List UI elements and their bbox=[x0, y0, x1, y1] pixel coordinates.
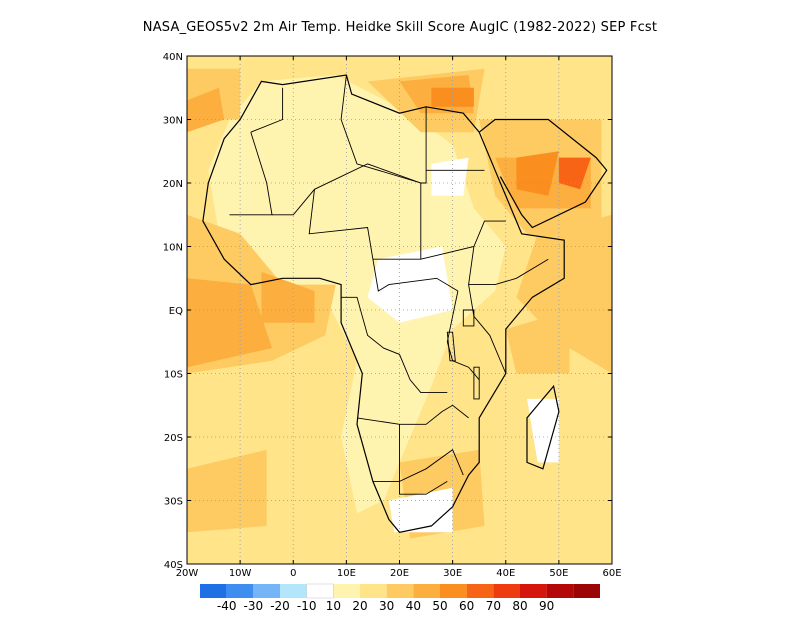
skill-region-0 bbox=[367, 246, 453, 323]
lake-outline bbox=[473, 366, 480, 400]
colorbar-label: 90 bbox=[539, 599, 554, 613]
map-title: NASA_GEOS5v2 2m Air Temp. Heidke Skill S… bbox=[142, 20, 658, 35]
country-border bbox=[468, 246, 549, 286]
colorbar-label: 70 bbox=[486, 599, 501, 613]
skill-region-50 bbox=[516, 151, 559, 196]
colorbar: -40 -30 -20 -10 10 20 30 40 50 60 70 80 90 bbox=[200, 583, 600, 613]
coastlines-and-borders bbox=[202, 74, 608, 533]
colorbar-label: -40 bbox=[217, 599, 237, 613]
colorbar-label: 60 bbox=[459, 599, 474, 613]
skill-region-50 bbox=[431, 87, 474, 107]
colorbar-swatch bbox=[466, 584, 494, 598]
colorbar-swatch bbox=[253, 584, 280, 598]
colorbar-white-swatch-outline bbox=[306, 583, 334, 599]
country-border bbox=[468, 284, 507, 374]
lon-tick-label: 20W bbox=[176, 568, 199, 579]
colorbar-label: -10 bbox=[297, 599, 317, 613]
colorbar-label: 10 bbox=[326, 599, 341, 613]
lat-tick-label: 10N bbox=[163, 243, 183, 254]
skill-region-0 bbox=[527, 398, 559, 463]
country-border bbox=[420, 106, 427, 260]
country-border bbox=[446, 290, 480, 381]
colorbar-swatch bbox=[546, 584, 574, 598]
lon-tick-label: 30E bbox=[443, 568, 462, 579]
colorbar-swatch bbox=[493, 584, 520, 598]
country-border bbox=[341, 296, 448, 394]
country-border bbox=[356, 404, 469, 425]
colorbar-swatch bbox=[360, 584, 387, 598]
skill-region-40 bbox=[187, 87, 225, 133]
lon-tick-label: 60E bbox=[602, 568, 621, 579]
lat-tick-label: 20N bbox=[163, 179, 183, 190]
skill-region-30 bbox=[505, 310, 570, 374]
lat-tick-label: 30N bbox=[163, 116, 183, 127]
lat-tick-label: 20S bbox=[164, 433, 183, 444]
country-border bbox=[250, 87, 284, 133]
lon-tick-label: 40E bbox=[496, 568, 515, 579]
arabia-coastline bbox=[478, 118, 608, 229]
lat-tick-label: 40S bbox=[164, 560, 183, 571]
colorbar-swatch bbox=[200, 584, 227, 598]
colorbar-swatch bbox=[226, 584, 254, 598]
lat-tick-label: EQ bbox=[169, 306, 183, 317]
colorbar-swatch bbox=[306, 584, 334, 598]
country-border bbox=[372, 259, 459, 292]
lon-tick-label: 10W bbox=[229, 568, 252, 579]
lon-tick-label: 50E bbox=[549, 568, 568, 579]
colorbar-label: 50 bbox=[432, 599, 447, 613]
colorbar-swatch bbox=[520, 584, 547, 598]
country-border bbox=[340, 74, 421, 184]
colorbar-swatch bbox=[440, 584, 467, 598]
madagascar-coastline bbox=[526, 384, 560, 470]
colorbar-label: 40 bbox=[406, 599, 421, 613]
africa-coastline bbox=[202, 74, 565, 533]
skill-region-30 bbox=[187, 449, 267, 533]
colorbar-swatch bbox=[413, 584, 440, 598]
lat-tick-label: 40N bbox=[163, 52, 183, 63]
lon-tick-label: 0 bbox=[290, 568, 296, 579]
lat-lon-grid bbox=[187, 56, 612, 564]
country-border bbox=[229, 132, 273, 216]
lon-tick-label: 20E bbox=[390, 568, 409, 579]
colorbar-label: 30 bbox=[379, 599, 394, 613]
colorbar-label: 20 bbox=[352, 599, 367, 613]
colorbar-label: -30 bbox=[244, 599, 264, 613]
colorbar-swatch bbox=[280, 584, 307, 598]
colorbar-swatch bbox=[386, 584, 414, 598]
country-border bbox=[420, 220, 506, 260]
colorbar-swatch bbox=[333, 584, 360, 598]
lat-tick-label: 30S bbox=[164, 497, 183, 508]
lake-outline bbox=[446, 331, 456, 362]
colorbar-label: -20 bbox=[270, 599, 290, 613]
country-border bbox=[372, 480, 448, 495]
colorbar-label: 80 bbox=[512, 599, 527, 613]
lat-tick-label: 10S bbox=[164, 370, 183, 381]
colorbar-swatch bbox=[573, 584, 600, 598]
lon-tick-label: 10E bbox=[337, 568, 356, 579]
skill-region-0 bbox=[431, 157, 469, 196]
skill-region-30 bbox=[516, 214, 612, 374]
skill-region-40 bbox=[261, 271, 315, 323]
skill-region-40 bbox=[187, 278, 272, 368]
map-axes: 20W 10W 0 10E 20E 30E 40E 50E 60E 40N 30N 20N 10N EQ 1… bbox=[163, 52, 622, 579]
lake-outline bbox=[462, 309, 475, 327]
country-border bbox=[399, 424, 464, 483]
country-border bbox=[308, 189, 421, 260]
skill-region-60 bbox=[558, 157, 591, 190]
